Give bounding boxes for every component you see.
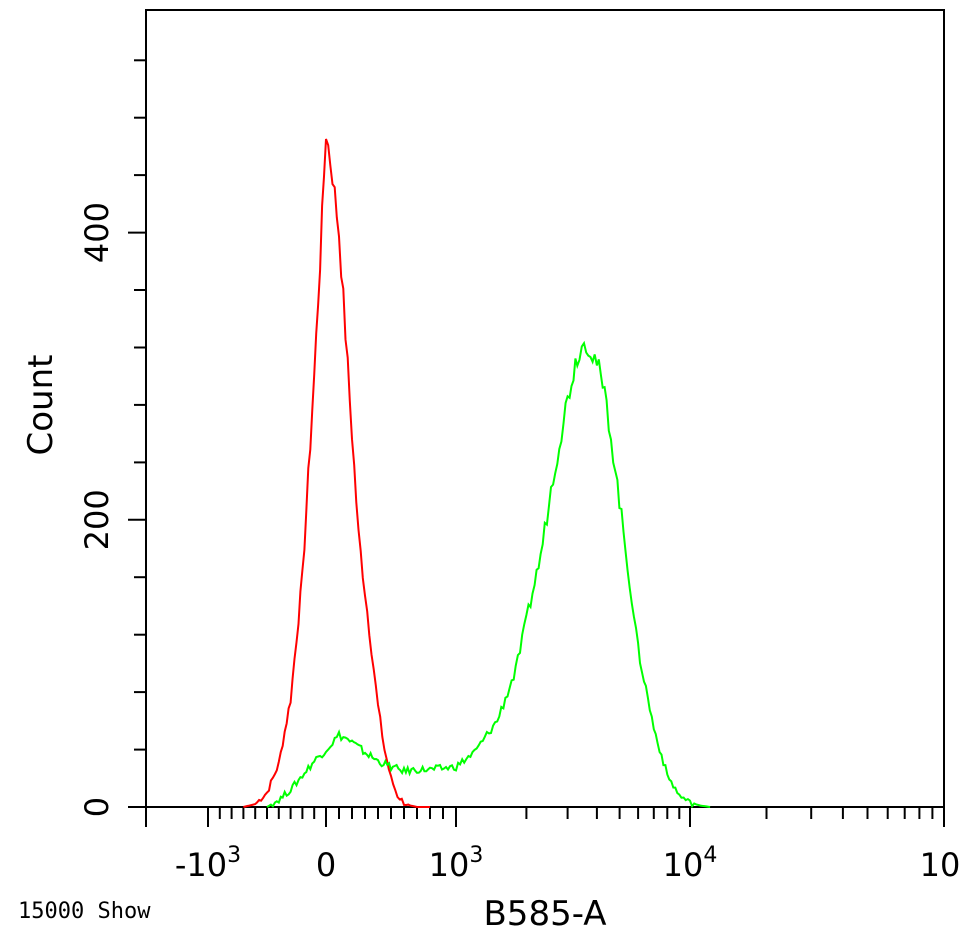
y-axis-ticks bbox=[128, 59, 146, 808]
x-tick-label: 104 bbox=[663, 843, 718, 884]
y-axis-title: Count bbox=[21, 355, 61, 456]
series-layer bbox=[243, 138, 711, 809]
x-axis-title: B585-A bbox=[483, 894, 606, 934]
x-tick-label: 0 bbox=[316, 846, 336, 884]
plot-frame bbox=[145, 9, 945, 808]
x-tick-label: 103 bbox=[429, 843, 484, 884]
y-tick-label: 200 bbox=[78, 489, 116, 550]
y-tick-labels: 0 200 400 bbox=[78, 202, 116, 817]
histogram-series-line bbox=[266, 340, 711, 809]
event-count-footer: 15000 Show bbox=[18, 899, 151, 924]
y-tick-label: 400 bbox=[78, 202, 116, 263]
x-axis-ticks bbox=[145, 807, 945, 827]
x-tick-label: -103 bbox=[175, 843, 241, 884]
x-tick-label: 10 bbox=[920, 846, 961, 884]
y-tick-label: 0 bbox=[78, 797, 116, 817]
histogram-series-line bbox=[243, 138, 430, 808]
x-tick-labels: -103 0 103 104 10 bbox=[175, 843, 960, 884]
